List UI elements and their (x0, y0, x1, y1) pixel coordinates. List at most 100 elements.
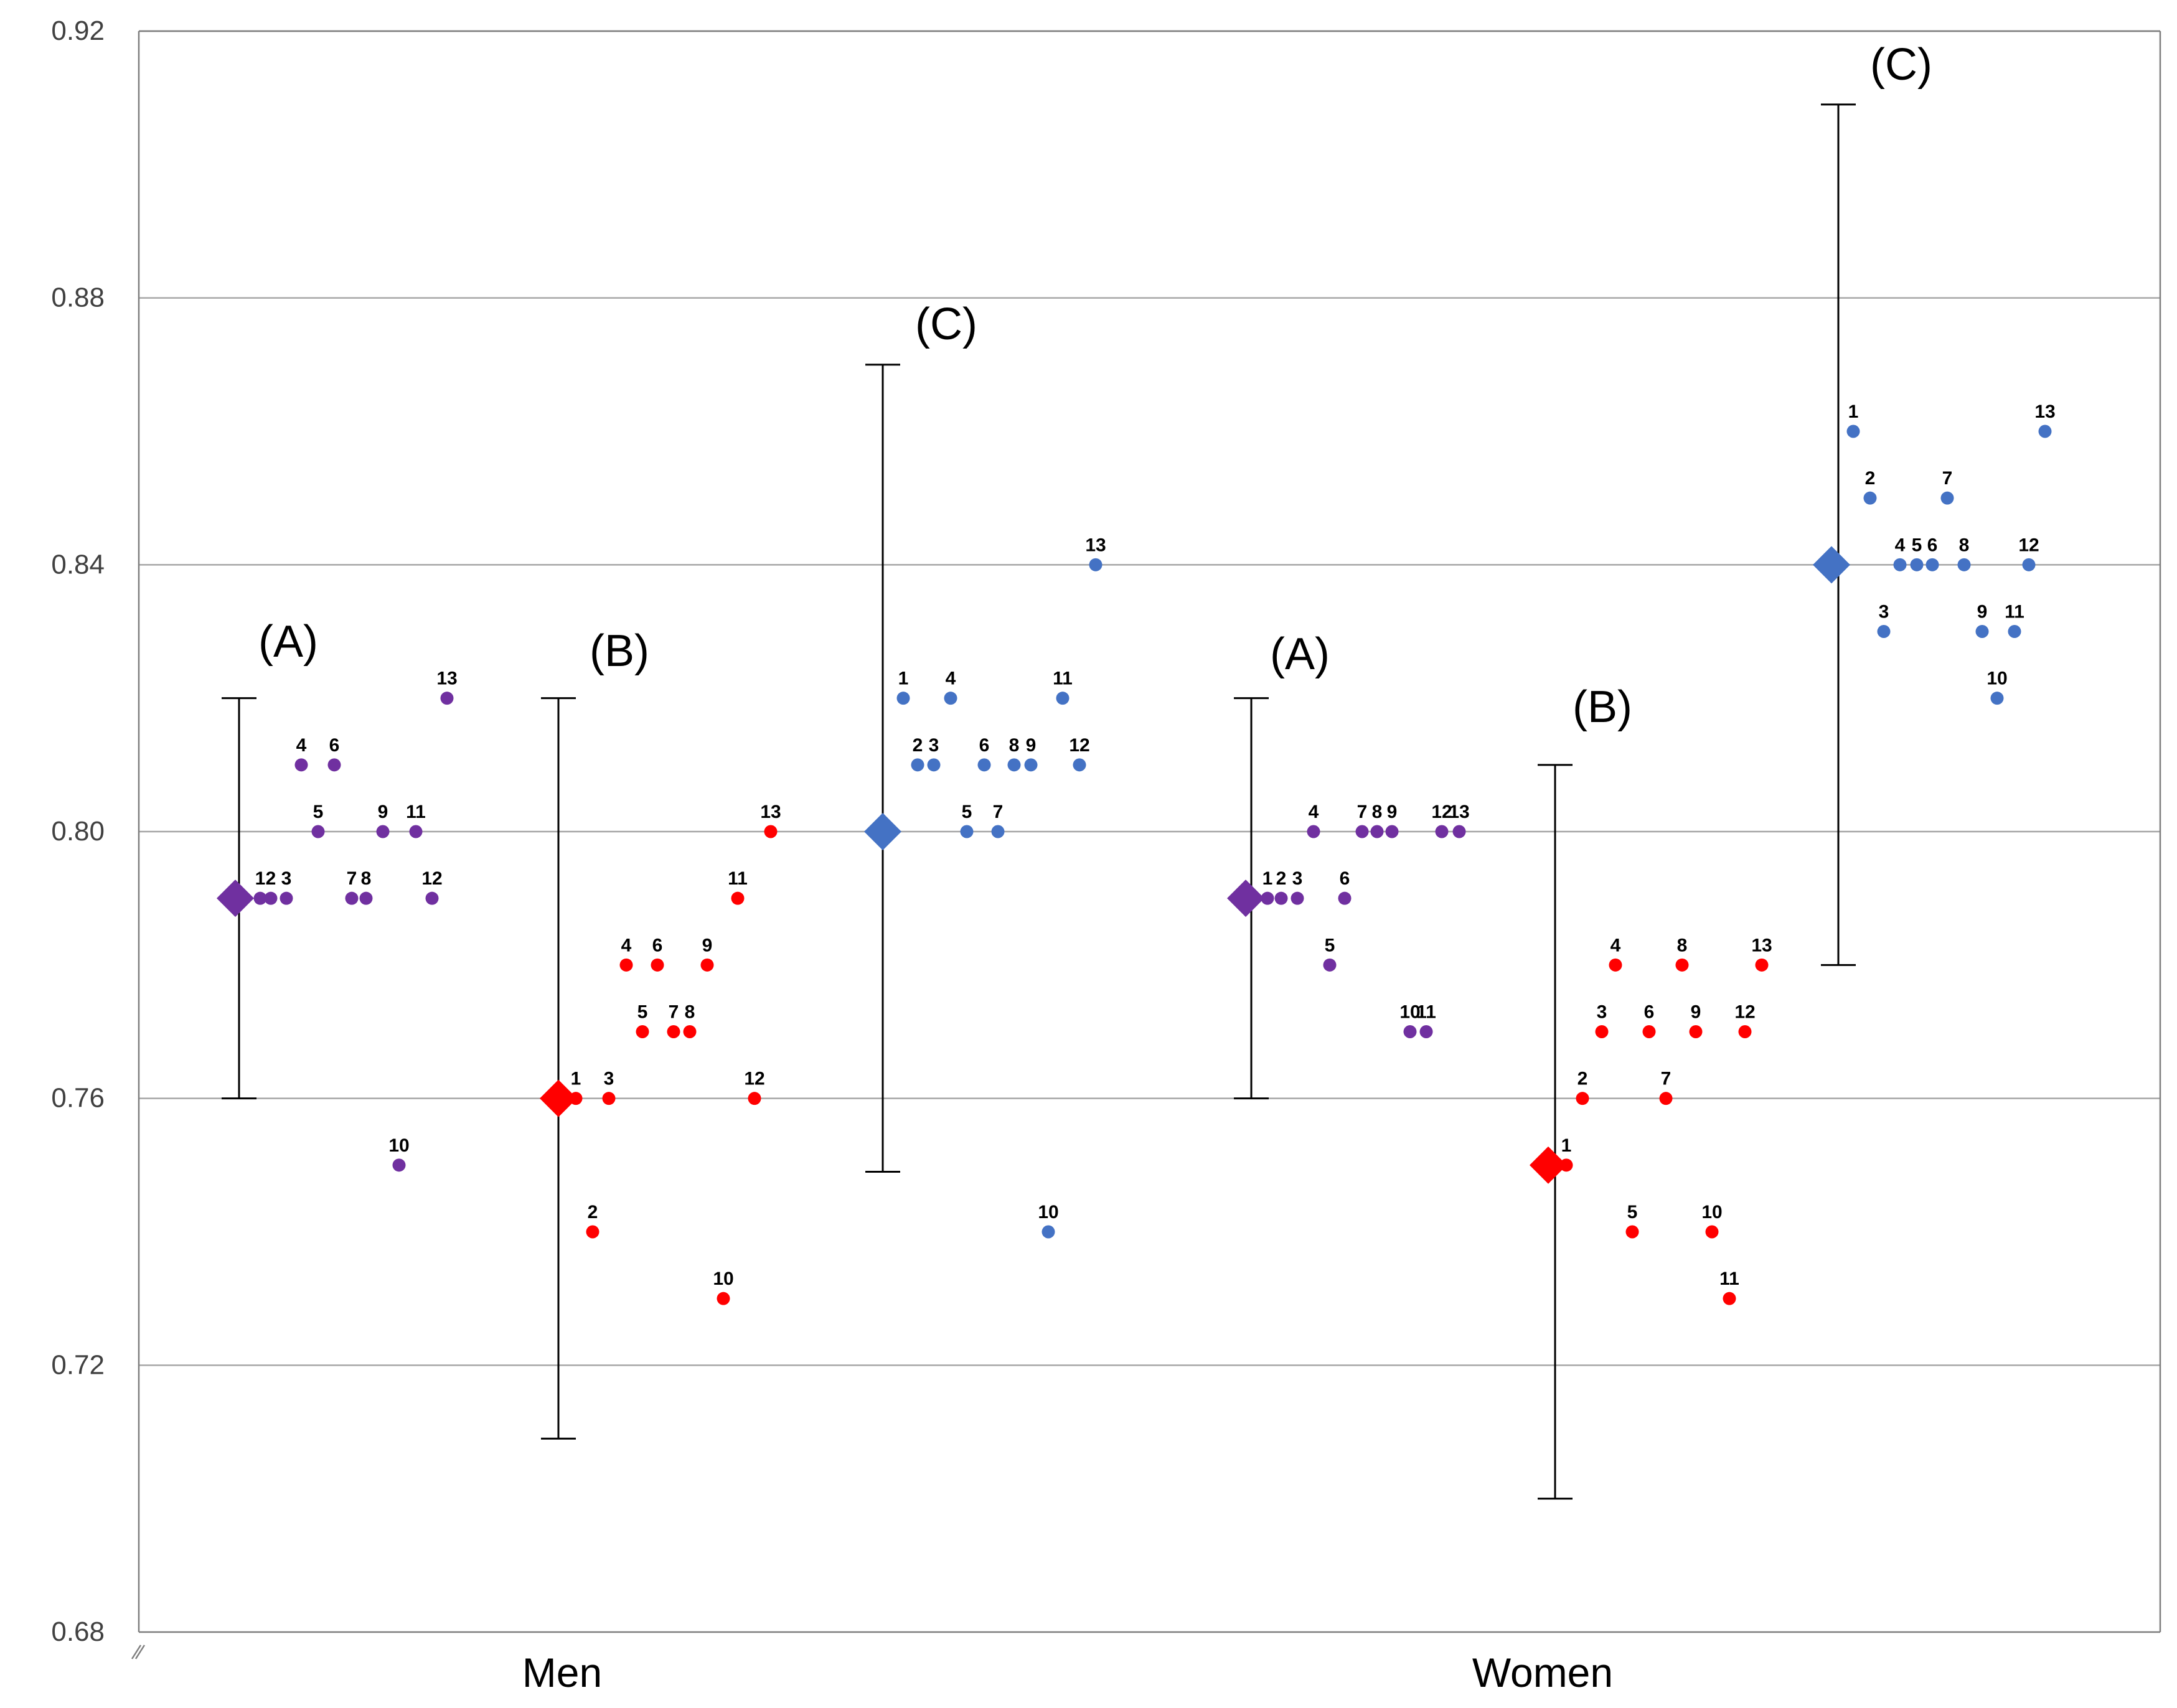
point-label: 5 (1912, 535, 1922, 555)
point-label: 12 (421, 868, 442, 889)
point-label: 1 (1848, 401, 1859, 422)
data-point (1576, 1092, 1589, 1105)
point-label: 8 (1959, 535, 1970, 555)
point-label: 11 (1416, 1002, 1436, 1023)
data-point (1642, 1025, 1656, 1038)
data-point (731, 891, 745, 905)
point-label: 2 (588, 1202, 598, 1222)
point-label: 12 (1069, 735, 1089, 756)
data-point (1738, 1025, 1752, 1038)
point-label: 2 (266, 868, 276, 889)
data-point (748, 1092, 761, 1105)
data-point (1957, 558, 1971, 571)
data-point (1370, 825, 1384, 838)
point-label: 8 (1009, 735, 1020, 756)
data-point (1940, 491, 1954, 505)
data-point (1338, 891, 1352, 905)
mean-marker (1813, 546, 1850, 584)
point-label: 11 (2005, 602, 2024, 622)
data-point (1307, 825, 1320, 838)
y-tick-label: 0.72 (51, 1349, 105, 1380)
axis-break-mark (131, 1645, 142, 1659)
data-point (1024, 758, 1038, 772)
group-label: (A) (1270, 629, 1330, 679)
point-label: 10 (713, 1269, 733, 1289)
point-label: 3 (1879, 602, 1889, 622)
data-point (1990, 692, 2004, 705)
axes: 0.68 0.72 0.76 0.80 0.84 0.88 0.92 Men Women (51, 16, 2161, 1696)
data-point (392, 1158, 406, 1172)
y-tick-label: 0.92 (51, 16, 105, 46)
data-point (1910, 558, 1924, 571)
data-point (717, 1292, 730, 1305)
data-point (1755, 958, 1769, 972)
data-point (586, 1225, 599, 1239)
point-label: 5 (1627, 1202, 1638, 1222)
data-point (602, 1092, 616, 1105)
data-point (311, 825, 325, 838)
data-point (619, 958, 633, 972)
mean-marker (217, 880, 254, 917)
point-label: 7 (993, 802, 1004, 822)
point-label: 13 (1085, 535, 1106, 555)
point-label: 5 (637, 1002, 648, 1023)
data-point (960, 825, 974, 838)
point-label: 7 (1661, 1069, 1672, 1089)
point-label: 4 (621, 935, 632, 955)
point-label: 2 (1276, 868, 1287, 889)
y-tick-label: 0.68 (51, 1616, 105, 1647)
y-tick-label: 0.76 (51, 1083, 105, 1114)
axis-break-mark (134, 1645, 146, 1659)
point-label: 4 (1610, 935, 1621, 955)
data-point (440, 692, 454, 705)
point-label: 9 (702, 935, 713, 955)
point-label: 4 (296, 735, 307, 756)
data-point (1007, 758, 1021, 772)
data-point (1975, 625, 1989, 638)
point-label: 5 (1325, 935, 1335, 955)
data-point (2022, 558, 2036, 571)
y-tick-label: 0.88 (51, 283, 105, 313)
data-point (1274, 891, 1288, 905)
group-label: (C) (915, 299, 977, 349)
data-point (764, 825, 778, 838)
point-label: 3 (929, 735, 939, 756)
data-point (991, 825, 1005, 838)
data-point (1595, 1025, 1609, 1038)
point-label: 4 (1895, 535, 1906, 555)
group-label: (A) (258, 617, 318, 667)
point-label: 8 (361, 868, 372, 889)
mean-markers (217, 546, 1850, 1184)
data-point (1419, 1025, 1433, 1038)
point-label: 7 (669, 1002, 679, 1023)
data-point (1609, 958, 1622, 972)
point-label: 9 (1387, 802, 1398, 822)
data-point (327, 758, 341, 772)
data-point (1089, 558, 1103, 571)
point-label: 8 (685, 1002, 695, 1023)
point-label: 12 (744, 1069, 764, 1089)
point-label: 4 (946, 669, 956, 689)
data-point (911, 758, 924, 772)
data-point (1723, 1292, 1736, 1305)
point-label: 11 (1053, 669, 1073, 689)
point-label: 11 (728, 868, 748, 889)
data-point (1625, 1225, 1639, 1239)
data-point (345, 891, 359, 905)
point-label: 1 (898, 669, 909, 689)
point-label: 13 (1751, 935, 1772, 955)
data-point (409, 825, 423, 838)
data-point (1877, 625, 1891, 638)
data-point (896, 692, 910, 705)
point-label: 1 (571, 1069, 581, 1089)
point-label: 8 (1372, 802, 1383, 822)
data-point (927, 758, 941, 772)
point-label: 11 (406, 802, 426, 822)
point-label: 12 (2018, 535, 2039, 555)
data-point (944, 692, 957, 705)
point-label: 6 (652, 935, 663, 955)
data-point (1893, 558, 1907, 571)
data-point (1403, 1025, 1417, 1038)
point-label: 6 (1340, 868, 1350, 889)
